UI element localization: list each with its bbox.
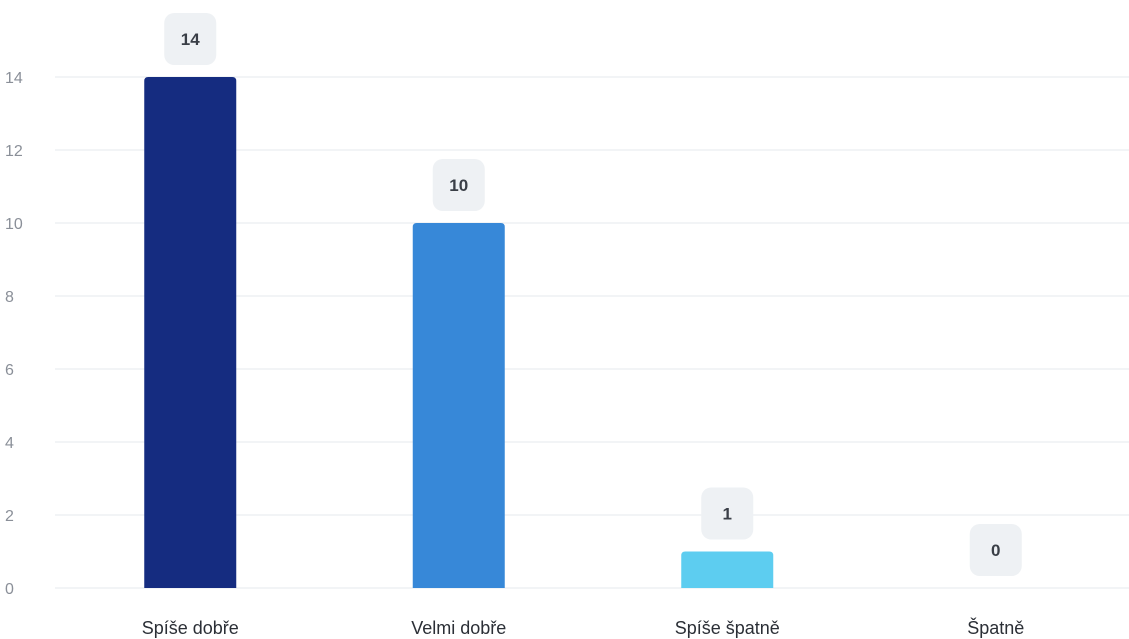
x-category-label: Špatně — [967, 617, 1024, 638]
y-tick-label: 0 — [5, 581, 14, 598]
data-label-background — [701, 487, 754, 540]
bars — [144, 77, 774, 588]
data-label: 10 — [432, 159, 485, 211]
data-label-background — [164, 13, 217, 65]
y-tick-label: 14 — [5, 70, 23, 87]
bar — [681, 551, 774, 588]
x-category-label: Spíše dobře — [142, 618, 239, 638]
data-label: 1 — [701, 487, 754, 540]
data-label: 0 — [969, 524, 1022, 576]
y-tick-label: 8 — [5, 289, 14, 306]
x-axis-categories: Spíše dobře Velmi dobře Spíše špatně Špatně — [142, 617, 1025, 638]
data-label-background — [969, 524, 1022, 576]
y-tick-label: 6 — [5, 362, 14, 379]
bar — [412, 223, 505, 588]
data-label-value: 0 — [991, 541, 1000, 560]
y-axis-ticks: 0 2 4 6 8 10 12 14 — [5, 70, 23, 598]
data-label-value: 10 — [449, 176, 468, 195]
y-tick-label: 2 — [5, 508, 14, 525]
data-label-background — [432, 159, 485, 211]
data-label-value: 1 — [723, 505, 732, 524]
y-tick-label: 12 — [5, 143, 23, 160]
x-category-label: Velmi dobře — [411, 618, 506, 638]
data-label-value: 14 — [181, 30, 200, 49]
y-tick-label: 10 — [5, 216, 23, 233]
data-label: 14 — [164, 13, 217, 65]
y-tick-label: 4 — [5, 435, 14, 452]
x-category-label: Spíše špatně — [675, 618, 780, 638]
bar — [144, 77, 237, 588]
